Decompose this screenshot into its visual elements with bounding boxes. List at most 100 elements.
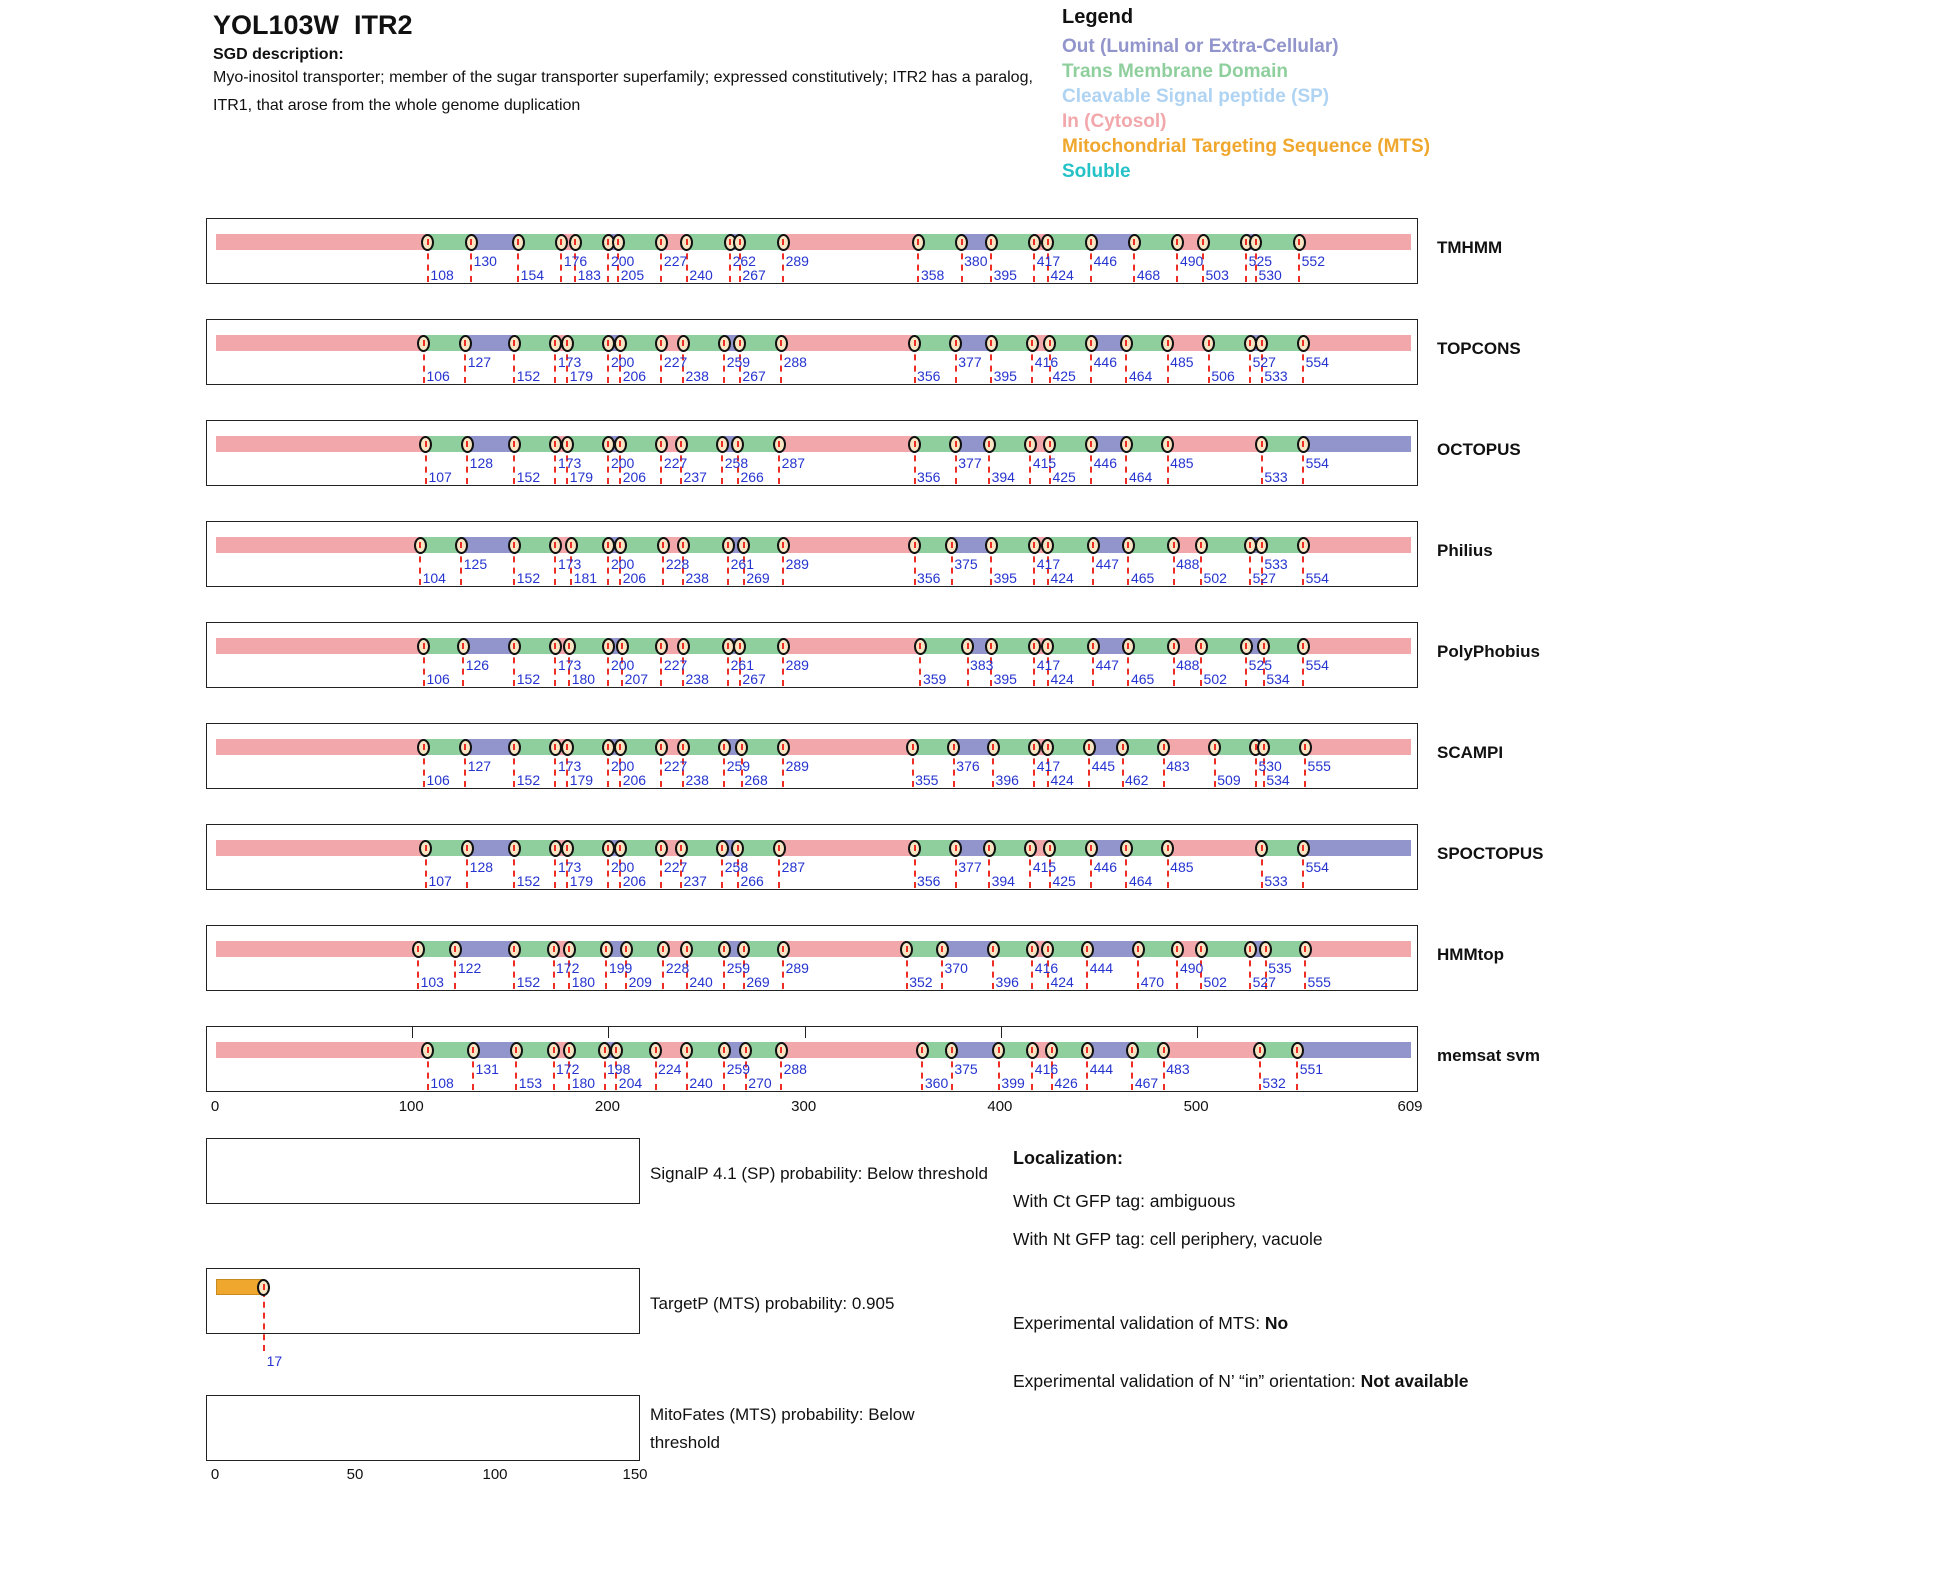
boundary-marker-icon	[562, 940, 576, 958]
boundary-position-label: 395	[993, 368, 1017, 384]
boundary-marker-icon	[1257, 738, 1271, 756]
boundary-dashed-line	[472, 1050, 475, 1090]
boundary-marker-icon	[464, 233, 478, 251]
boundary-dashed-line	[952, 747, 955, 787]
boundary-marker-icon	[560, 738, 574, 756]
topology-segment	[423, 638, 464, 654]
boundary-dashed-line	[1092, 545, 1095, 585]
boundary-position-label: 525	[1248, 253, 1273, 269]
boundary-dashed-line	[513, 848, 516, 888]
boundary-position-label: 555	[1307, 974, 1331, 990]
topology-segment	[620, 436, 662, 452]
boundary-marker-icon	[1161, 435, 1175, 453]
boundary-position-label: 416	[1034, 354, 1059, 370]
boundary-position-label: 355	[915, 772, 939, 788]
boundary-dashed-line	[464, 343, 467, 383]
topology-segment	[779, 840, 915, 856]
topology-segment	[1297, 1042, 1411, 1058]
boundary-dashed-line	[513, 343, 516, 383]
boundary-marker-icon	[1121, 637, 1135, 655]
boundary-position-label: 179	[569, 772, 594, 788]
boundary-marker-icon	[615, 637, 629, 655]
boundary-position-label: 533	[1264, 368, 1288, 384]
topology-segment	[737, 840, 780, 856]
boundary-position-label: 532	[1262, 1075, 1286, 1091]
boundary-marker-icon	[413, 536, 427, 554]
topology-segment	[620, 335, 662, 351]
boundary-marker-icon	[613, 435, 627, 453]
boundary-dashed-line	[1162, 747, 1165, 787]
boundary-dashed-line	[919, 646, 922, 686]
topology-segment	[1299, 234, 1411, 250]
boundary-marker-icon	[1292, 233, 1306, 251]
boundary-position-label: 173	[557, 455, 582, 471]
boundary-marker-icon	[466, 1041, 480, 1059]
boundary-dashed-line	[554, 646, 557, 686]
boundary-dashed-line	[513, 646, 516, 686]
topology-segment	[1087, 941, 1139, 957]
boundary-dashed-line	[660, 242, 663, 282]
topology-segment	[461, 537, 515, 553]
boundary-dashed-line	[617, 242, 620, 282]
boundary-marker-icon	[1249, 233, 1263, 251]
boundary-marker-icon	[774, 334, 788, 352]
boundary-position-label: 106	[426, 671, 450, 687]
boundary-dashed-line	[466, 444, 469, 484]
boundary-position-label: 268	[744, 772, 768, 788]
boundary-position-label: 173	[557, 859, 582, 875]
boundary-position-label: 259	[726, 1061, 751, 1077]
boundary-position-label: 180	[571, 974, 596, 990]
topology-segment	[1134, 234, 1178, 250]
boundary-dashed-line	[568, 646, 571, 686]
boundary-marker-icon	[1290, 1041, 1304, 1059]
boundary-marker-icon	[656, 536, 670, 554]
boundary-dashed-line	[1258, 1050, 1261, 1090]
boundary-marker-icon	[654, 637, 668, 655]
boundary-marker-icon	[562, 1041, 576, 1059]
boundary-position-label: 446	[1093, 859, 1117, 875]
orientation-validation-prefix: Experimental validation of N’ “in” orien…	[1013, 1371, 1361, 1391]
boundary-dashed-line	[780, 1050, 783, 1090]
boundary-dashed-line	[740, 747, 743, 787]
track-box-tmhmm: 108 130 154 176 183 200 205 227 240 262 267 289 358 3…	[206, 218, 1418, 284]
boundary-position-label: 267	[742, 671, 766, 687]
boundary-position-label: 224	[658, 1061, 682, 1077]
boundary-marker-icon	[1023, 435, 1037, 453]
boundary-dashed-line	[682, 545, 684, 585]
probability-axis-label: 50	[346, 1466, 364, 1483]
boundary-dashed-line	[619, 747, 622, 787]
boundary-dashed-line	[782, 747, 785, 787]
boundary-dashed-line	[1033, 545, 1036, 585]
track-label-topcons: TOPCONS	[1437, 339, 1521, 358]
boundary-dashed-line	[662, 949, 665, 989]
boundary-marker-icon	[458, 334, 472, 352]
boundary-position-label: 502	[1203, 671, 1227, 687]
boundary-dashed-line	[619, 343, 622, 383]
boundary-position-label: 506	[1211, 368, 1235, 384]
boundary-marker-icon	[772, 435, 786, 453]
boundary-dashed-line	[727, 646, 730, 686]
boundary-dashed-line	[1086, 1050, 1089, 1090]
boundary-marker-icon	[676, 536, 690, 554]
boundary-dashed-line	[1131, 1050, 1134, 1090]
boundary-marker-icon	[982, 839, 996, 857]
boundary-dashed-line	[954, 444, 957, 484]
boundary-marker-icon	[1170, 940, 1184, 958]
topology-segment	[1167, 436, 1262, 452]
localization-nt-gfp: With Nt GFP tag: cell periphery, vacuole	[1013, 1229, 1323, 1249]
boundary-dashed-line	[1302, 343, 1305, 383]
boundary-marker-icon	[1027, 738, 1041, 756]
boundary-dashed-line	[1249, 949, 1252, 989]
boundary-marker-icon	[947, 738, 961, 756]
boundary-marker-icon	[1167, 536, 1181, 554]
topology-segment	[427, 1042, 474, 1058]
topology-segment	[951, 537, 992, 553]
boundary-marker-icon	[507, 839, 521, 857]
boundary-dashed-line	[721, 848, 724, 888]
boundary-position-label: 238	[685, 570, 709, 586]
boundary-position-label: 152	[516, 772, 541, 788]
topology-segment	[216, 638, 424, 654]
boundary-marker-icon	[601, 435, 615, 453]
boundary-dashed-line	[1046, 747, 1049, 787]
topology-segment	[1259, 1042, 1298, 1058]
